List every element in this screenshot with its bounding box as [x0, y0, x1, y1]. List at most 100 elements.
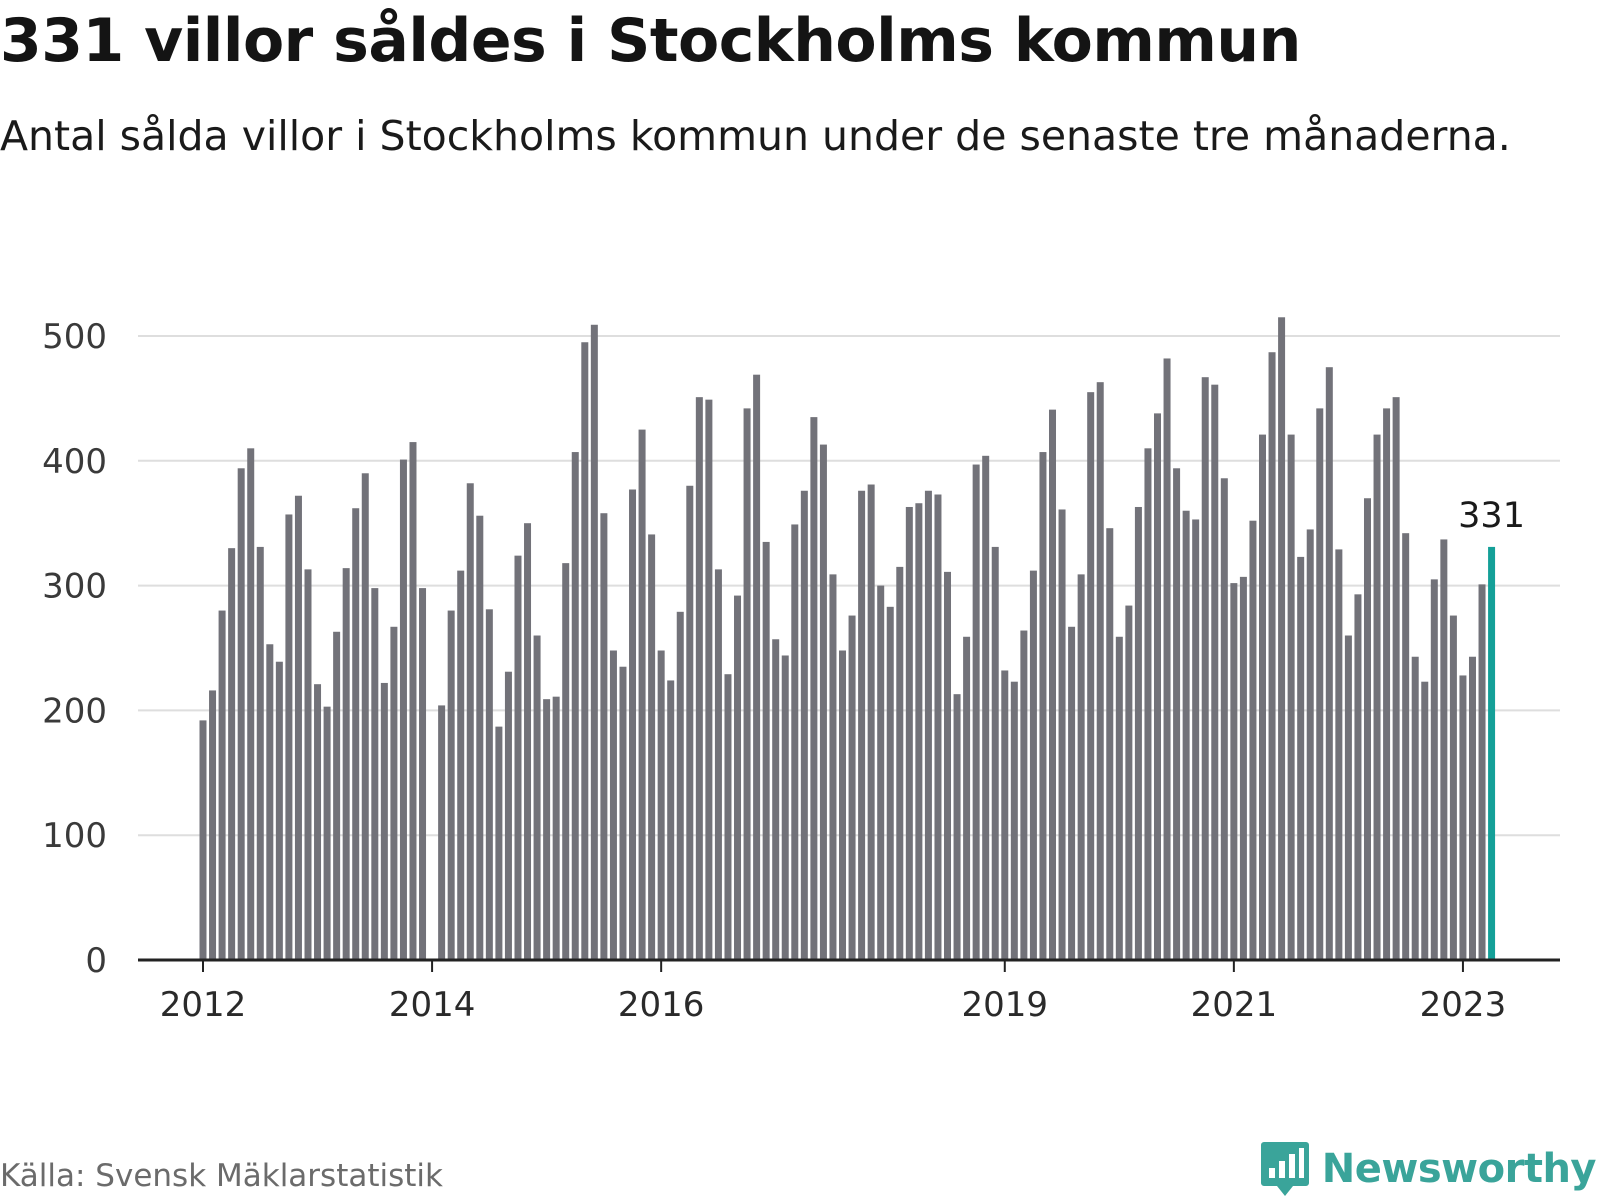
bar: [199, 720, 207, 960]
bar: [380, 682, 388, 960]
bar: [1440, 539, 1448, 960]
bar: [1430, 579, 1438, 960]
bar: [1230, 583, 1238, 960]
bar: [848, 615, 856, 960]
bar: [504, 671, 512, 960]
bar: [399, 459, 407, 960]
bar: [753, 374, 761, 960]
bar: [839, 650, 847, 960]
bar: [1402, 533, 1410, 960]
bar: [361, 473, 369, 960]
bar: [524, 523, 532, 960]
bar: [1220, 478, 1228, 960]
y-tick-label: 0: [85, 941, 107, 981]
bar: [1020, 630, 1028, 960]
bar: [409, 442, 417, 961]
bar: [867, 484, 875, 960]
bar: [1421, 681, 1429, 960]
bar: [1335, 549, 1343, 960]
bar: [600, 513, 608, 960]
y-tick-label: 200: [42, 691, 107, 731]
bar: [1182, 510, 1190, 960]
bar: [1383, 408, 1391, 960]
bar-highlight: [1488, 546, 1496, 960]
y-tick-label: 500: [42, 317, 107, 357]
brand-name: Newsworthy: [1321, 1146, 1597, 1192]
bar: [1478, 584, 1486, 960]
bar: [1449, 615, 1457, 960]
bar: [1411, 656, 1419, 960]
x-tick-label: 2019: [962, 985, 1049, 1025]
bar: [447, 610, 455, 960]
bar: [657, 650, 665, 960]
bar: [686, 485, 694, 960]
bar: [1163, 358, 1171, 960]
x-axis-labels: 2012 2014 2016 2019 2021 2023: [160, 985, 1506, 1025]
bar: [485, 609, 493, 960]
bar: [543, 699, 551, 960]
bar: [571, 452, 579, 960]
chart-title: 331 villor såldes i Stockholms kommun: [0, 6, 1301, 76]
bar: [1316, 408, 1324, 960]
bar: [1468, 656, 1476, 960]
bar: [590, 324, 598, 960]
bar: [390, 626, 398, 960]
bar: [705, 399, 713, 960]
bar: [762, 541, 770, 960]
bar: [1010, 681, 1018, 960]
bar: [419, 588, 427, 960]
bar: [734, 595, 742, 960]
bar: [562, 563, 570, 960]
bar: [323, 706, 331, 960]
bar-chart-speech-bubble-icon: [1260, 1142, 1309, 1196]
bar: [256, 546, 264, 960]
bar: [1115, 636, 1123, 960]
bar: [714, 569, 722, 960]
bar: [810, 417, 818, 960]
bar: [1201, 377, 1209, 961]
bar: [1134, 506, 1142, 960]
bar: [858, 490, 866, 960]
bar: [724, 674, 732, 960]
bar: [819, 444, 827, 960]
bar: [886, 606, 894, 960]
bar: [247, 448, 255, 960]
bar: [629, 489, 637, 960]
bar: [953, 694, 961, 960]
source-note: Källa: Svensk Mäklarstatistik: [0, 1158, 443, 1194]
bar: [228, 548, 236, 960]
bar: [466, 483, 474, 960]
bar: [1373, 434, 1381, 960]
x-tick-label: 2016: [618, 985, 705, 1025]
bar: [781, 655, 789, 960]
x-tick-label: 2023: [1420, 985, 1507, 1025]
bar: [1287, 434, 1295, 960]
bar: [1268, 352, 1276, 960]
bar: [314, 684, 322, 960]
bar: [1125, 605, 1133, 960]
bar: [944, 571, 952, 960]
bar: [1154, 413, 1161, 961]
bar: [266, 644, 274, 960]
bar: [772, 639, 780, 960]
y-tick-label: 100: [42, 816, 107, 856]
bar: [371, 588, 379, 960]
bar: [1325, 367, 1333, 960]
bar: [1354, 594, 1362, 960]
bar: [896, 566, 904, 960]
bar: [991, 546, 999, 960]
bar: [1344, 635, 1352, 960]
bar: [1106, 528, 1114, 960]
bar-chart: 0 100 200 300 400 500 2012 2014 2016 2019 2021 202…: [42, 317, 1560, 1025]
bar: [218, 610, 226, 960]
bar: [934, 494, 942, 960]
bar: [915, 503, 923, 960]
bar: [791, 524, 799, 960]
bar: [533, 635, 541, 960]
bar: [800, 490, 808, 960]
bar: [1039, 452, 1047, 960]
bar: [1058, 509, 1066, 960]
bar: [304, 569, 312, 960]
bar: [924, 490, 932, 960]
bar: [514, 555, 522, 960]
